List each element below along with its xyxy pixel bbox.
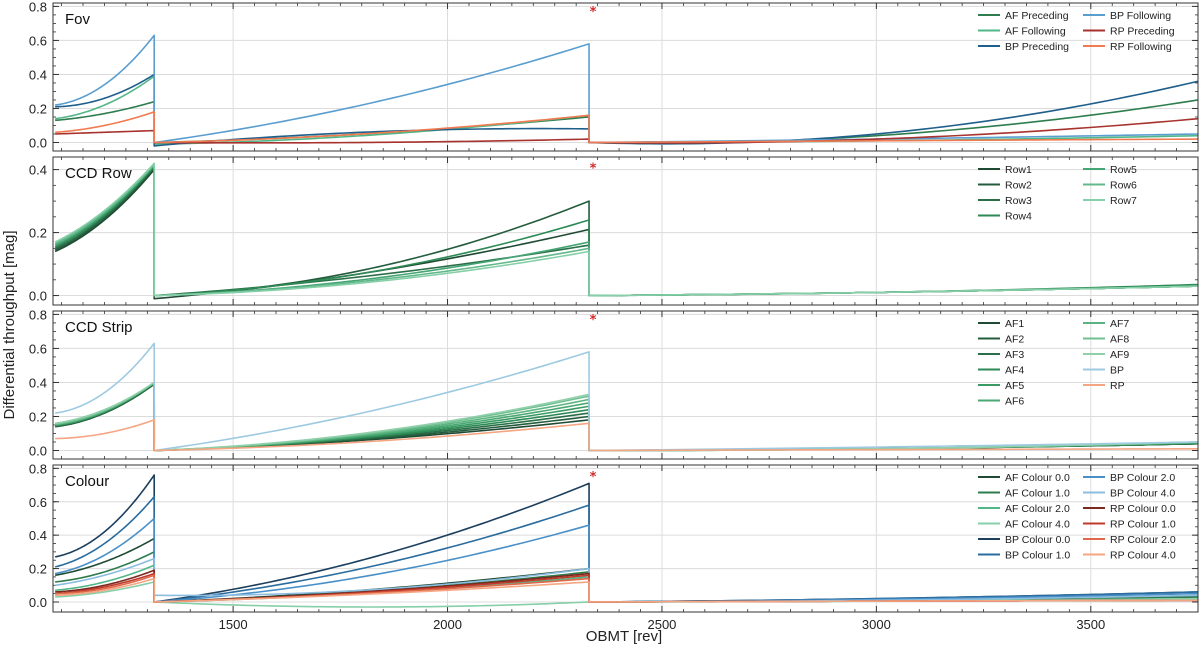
legend-entry: Row5 xyxy=(1110,164,1137,176)
y-tick-label: 0.4 xyxy=(29,375,47,390)
legend-entry: RP Following xyxy=(1110,41,1172,53)
series-layer xyxy=(55,342,1198,452)
legend-entry: BP Preceding xyxy=(1005,41,1069,53)
y-tick-label: 0.2 xyxy=(29,562,47,577)
legend-entry: AF8 xyxy=(1110,334,1129,346)
panel-frame xyxy=(52,156,1199,306)
legend-entry: BP Colour 2.0 xyxy=(1110,472,1175,484)
x-axis-label: OBMT [rev] xyxy=(586,628,662,645)
legend-entry: Row2 xyxy=(1005,180,1032,192)
series-line xyxy=(54,517,1198,603)
legend-entry: RP Colour 2.0 xyxy=(1110,534,1176,546)
y-tick-label: 0.4 xyxy=(29,67,47,82)
x-tick-label: 1500 xyxy=(219,617,248,632)
legend-entry: RP xyxy=(1110,380,1125,392)
y-tick-label: 0.4 xyxy=(29,528,47,543)
y-tick-label: 0.0 xyxy=(29,595,47,610)
series-line xyxy=(55,73,1198,147)
panel-3: 0.0 0.2 0.4 0.6 0.8 1500 2000 2500 3000 3500 Colou… xyxy=(29,461,1199,632)
series-line xyxy=(55,381,1198,452)
series-line xyxy=(55,577,1198,603)
y-tick-label: 0.8 xyxy=(29,0,47,14)
series-line xyxy=(55,557,1198,603)
series-line xyxy=(55,383,1198,452)
series-line xyxy=(54,162,1198,297)
y-tick-label: 0.0 xyxy=(29,289,47,304)
y-axis-label: Differential throughput [mag] xyxy=(1,230,18,419)
series-line xyxy=(55,117,1198,144)
legend-entry: Row1 xyxy=(1005,164,1032,176)
y-tick-label: 0.8 xyxy=(29,307,47,322)
y-tick-label: 0.6 xyxy=(29,495,47,510)
x-tick-label: 2500 xyxy=(647,617,676,632)
legend-entry: BP Following xyxy=(1110,10,1171,22)
panel-0: 0.0 0.2 0.4 0.6 0.8 Fov * AF Preceding AF Follow… xyxy=(29,0,1199,152)
legend-entry: BP Colour 1.0 xyxy=(1005,550,1070,562)
panel-title: CCD Row xyxy=(65,165,132,182)
legend-entry: AF1 xyxy=(1005,318,1024,330)
y-tick-label: 0.8 xyxy=(29,461,47,476)
event-marker: * xyxy=(590,161,597,176)
y-tick-label: 0.4 xyxy=(29,163,47,178)
series-line xyxy=(55,75,1198,145)
y-tick-label: 0.6 xyxy=(29,33,47,48)
legend-entry: BP Colour 0.0 xyxy=(1005,534,1070,546)
series-line xyxy=(55,419,1198,452)
legend-entry: Row4 xyxy=(1005,211,1032,223)
event-marker: * xyxy=(590,470,597,485)
y-tick-label: 0.2 xyxy=(29,101,47,116)
legend-entry: AF5 xyxy=(1005,380,1024,392)
panel-frame xyxy=(52,310,1199,460)
legend-entry: BP Colour 4.0 xyxy=(1110,488,1175,500)
legend-entry: AF7 xyxy=(1110,318,1129,330)
legend-entry: AF2 xyxy=(1005,334,1024,346)
legend-entry: RP Colour 0.0 xyxy=(1110,503,1176,515)
legend-entry: AF9 xyxy=(1110,349,1129,361)
series-layer xyxy=(54,162,1198,300)
legend-entry: Row7 xyxy=(1110,195,1137,207)
series-layer xyxy=(55,34,1198,147)
panel-frame xyxy=(52,2,1199,152)
legend-entry: RP Preceding xyxy=(1110,26,1175,38)
legend-entry: BP xyxy=(1110,365,1124,377)
panel-title: Fov xyxy=(65,11,91,28)
legend-entry: Row3 xyxy=(1005,195,1032,207)
legend-entry: AF Following xyxy=(1005,26,1066,38)
panel-title: CCD Strip xyxy=(65,319,133,336)
legend-entry: AF3 xyxy=(1005,349,1024,361)
series-layer xyxy=(54,474,1198,608)
legend-entry: Row6 xyxy=(1110,180,1137,192)
panel-title: Colour xyxy=(65,473,109,490)
series-line xyxy=(55,342,1198,452)
panel-frame xyxy=(52,464,1199,613)
y-tick-label: 0.2 xyxy=(29,409,47,424)
legend-entry: AF Preceding xyxy=(1005,10,1069,22)
y-tick-label: 0.0 xyxy=(29,443,47,458)
legend-entry: AF4 xyxy=(1005,365,1024,377)
legend-entry: AF Colour 1.0 xyxy=(1005,488,1070,500)
legend-entry: RP Colour 4.0 xyxy=(1110,550,1176,562)
event-marker: * xyxy=(590,5,597,20)
legend-entry: AF Colour 2.0 xyxy=(1005,503,1070,515)
x-tick-label: 3000 xyxy=(862,617,891,632)
panel-1: 0.0 0.2 0.4 CCD Row * Row1 Row2 Row3 Row4 Row5 Row… xyxy=(29,156,1199,306)
series-line xyxy=(55,383,1198,452)
y-tick-label: 0.2 xyxy=(29,226,47,241)
event-marker: * xyxy=(590,313,597,328)
legend-entry: AF Colour 0.0 xyxy=(1005,472,1070,484)
y-tick-label: 0.6 xyxy=(29,341,47,356)
series-line xyxy=(55,111,1198,144)
y-tick-label: 0.0 xyxy=(29,135,47,150)
panel-2: 0.0 0.2 0.4 0.6 0.8 CCD Strip * AF1 AF2 AF3 AF4 AF5… xyxy=(29,307,1199,460)
series-line xyxy=(54,495,1198,603)
x-tick-label: 2000 xyxy=(433,617,462,632)
legend-entry: RP Colour 1.0 xyxy=(1110,519,1176,531)
legend-entry: AF Colour 4.0 xyxy=(1005,519,1070,531)
legend-entry: AF6 xyxy=(1005,396,1024,408)
x-tick-label: 3500 xyxy=(1076,617,1105,632)
